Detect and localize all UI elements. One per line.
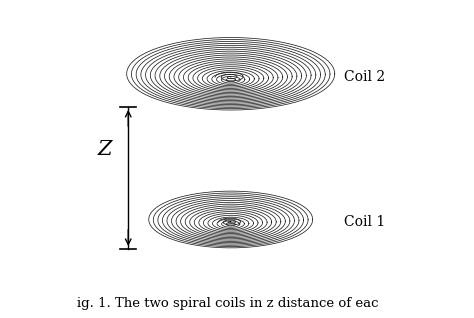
- Text: Coil 2: Coil 2: [344, 70, 385, 84]
- Text: ig. 1. The two spiral coils in z distance of eac: ig. 1. The two spiral coils in z distanc…: [77, 297, 378, 310]
- Text: Z: Z: [97, 140, 112, 159]
- Text: Coil 1: Coil 1: [344, 215, 385, 229]
